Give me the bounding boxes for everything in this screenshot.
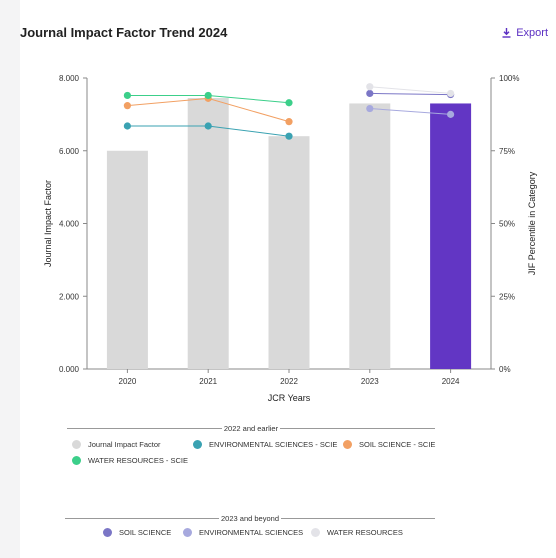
legend-label: WATER RESOURCES - SCIE bbox=[88, 456, 189, 465]
series-line-3 bbox=[369, 92, 451, 96]
export-button[interactable]: Export bbox=[502, 27, 548, 39]
series-point-5 bbox=[366, 83, 374, 91]
legend-item-water-res-scie[interactable]: WATER RESOURCES - SCIE bbox=[72, 456, 188, 465]
series-point-0 bbox=[204, 122, 212, 130]
x-axis-title: JCR Years bbox=[268, 393, 311, 403]
series-point-4 bbox=[366, 104, 374, 113]
legend-swatch bbox=[193, 440, 202, 449]
y-axis-title: Journal Impact Factor bbox=[43, 180, 53, 267]
legend-label: WATER RESOURCES bbox=[327, 528, 403, 537]
legend-label: ENVIRONMENTAL SCIENCES - SCIE bbox=[209, 440, 338, 449]
legend-header-earlier: 2022 and earlier bbox=[67, 424, 435, 433]
download-icon bbox=[502, 28, 511, 38]
legend-title-earlier: 2022 and earlier bbox=[223, 424, 279, 433]
jif-trend-chart: 0.000 2.000 4.000 6.000 8.000 0% 25% 50% 75% 100%… bbox=[43, 74, 537, 403]
legend-label: SOIL SCIENCE - SCIE bbox=[359, 440, 436, 449]
y-tick-label: 2.000 bbox=[59, 292, 80, 301]
series-point-4 bbox=[447, 110, 455, 118]
y2-tick-label: 50% bbox=[499, 220, 515, 229]
legend-label: SOIL SCIENCE bbox=[119, 528, 172, 537]
series-point-3 bbox=[366, 89, 374, 98]
legend-header-beyond: 2023 and beyond bbox=[65, 514, 436, 523]
x-tick-label: 2024 bbox=[442, 377, 460, 386]
series-point-1 bbox=[285, 118, 293, 126]
export-label: Export bbox=[516, 27, 548, 39]
legend-swatch bbox=[311, 528, 320, 537]
legend-item-env-sci[interactable]: ENVIRONMENTAL SCIENCES bbox=[183, 528, 303, 537]
x-tick-label: 2022 bbox=[280, 377, 298, 386]
y2-tick-label: 0% bbox=[499, 365, 511, 374]
y2-tick-label: 75% bbox=[499, 147, 515, 156]
legend-item-water-res[interactable]: WATER RESOURCES bbox=[311, 528, 403, 537]
series-point-0 bbox=[123, 122, 131, 130]
series-point-0 bbox=[285, 132, 293, 140]
y2-axis-title: JIF Percentile in Category bbox=[527, 171, 537, 275]
legend-swatch bbox=[72, 456, 81, 465]
legend-title-beyond: 2023 and beyond bbox=[221, 514, 279, 523]
x-tick-label: 2020 bbox=[119, 377, 137, 386]
legend-swatch bbox=[343, 440, 352, 449]
series-line-5 bbox=[369, 86, 451, 94]
series-point-1 bbox=[123, 102, 131, 110]
y-tick-label: 0.000 bbox=[59, 365, 80, 374]
bar-2021 bbox=[187, 98, 229, 369]
legend-swatch bbox=[72, 440, 81, 449]
legend-swatch bbox=[103, 528, 112, 537]
y-tick-label: 6.000 bbox=[59, 147, 80, 156]
y2-tick-label: 100% bbox=[499, 74, 519, 83]
series-point-2 bbox=[285, 99, 293, 107]
legend-label: Journal Impact Factor bbox=[88, 440, 161, 449]
y-tick-label: 8.000 bbox=[59, 74, 80, 83]
y2-tick-label: 25% bbox=[499, 292, 515, 301]
series-line-4 bbox=[369, 108, 451, 115]
x-tick-label: 2023 bbox=[361, 377, 379, 386]
legend-item-soil-sci[interactable]: SOIL SCIENCE bbox=[103, 528, 171, 537]
series-point-5 bbox=[447, 89, 455, 98]
x-tick-label: 2021 bbox=[199, 377, 217, 386]
legend-swatch bbox=[183, 528, 192, 537]
legend-item-jif[interactable]: Journal Impact Factor bbox=[72, 440, 161, 449]
legend-label: ENVIRONMENTAL SCIENCES bbox=[199, 528, 304, 537]
series-point-2 bbox=[204, 91, 212, 100]
bar-2020 bbox=[106, 150, 148, 369]
bar-2023 bbox=[349, 103, 391, 370]
bar-2022 bbox=[268, 136, 310, 369]
legend-item-soil-sci-scie[interactable]: SOIL SCIENCE - SCIE bbox=[343, 440, 435, 449]
series-point-2 bbox=[123, 91, 131, 100]
bar-2024 bbox=[430, 103, 472, 370]
y-tick-label: 4.000 bbox=[59, 220, 80, 229]
chart-title: Journal Impact Factor Trend 2024 bbox=[20, 25, 228, 40]
legend-item-env-sci-scie[interactable]: ENVIRONMENTAL SCIENCES - SCIE bbox=[193, 440, 337, 449]
